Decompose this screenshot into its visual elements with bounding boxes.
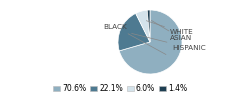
Text: WHITE: WHITE bbox=[146, 21, 194, 35]
Wedge shape bbox=[118, 13, 150, 51]
Legend: 70.6%, 22.1%, 6.0%, 1.4%: 70.6%, 22.1%, 6.0%, 1.4% bbox=[50, 81, 190, 96]
Text: ASIAN: ASIAN bbox=[151, 20, 192, 41]
Wedge shape bbox=[119, 10, 182, 74]
Wedge shape bbox=[136, 10, 150, 42]
Text: BLACK: BLACK bbox=[103, 24, 166, 54]
Text: HISPANIC: HISPANIC bbox=[132, 33, 206, 51]
Wedge shape bbox=[147, 10, 150, 42]
